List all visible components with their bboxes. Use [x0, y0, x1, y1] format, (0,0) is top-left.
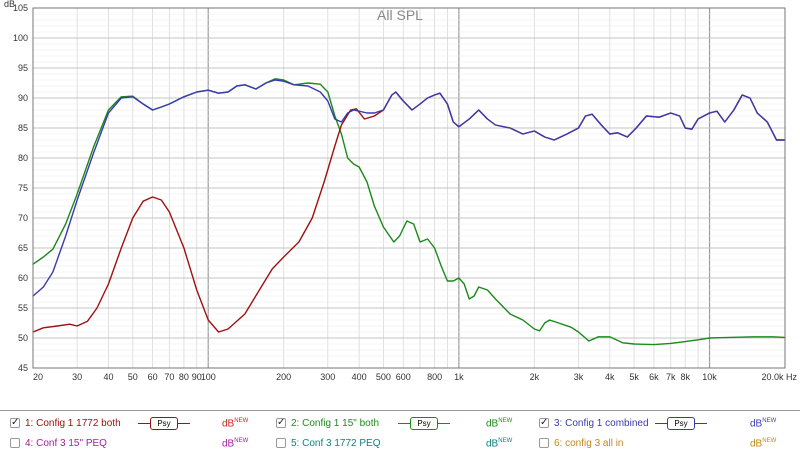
- legend-checkbox-2[interactable]: ✓: [276, 417, 286, 428]
- x-tick-label: 4k: [605, 372, 615, 382]
- y-tick-label: 60: [18, 273, 28, 283]
- x-tick-label: 40: [103, 372, 113, 382]
- x-tick-label: 20: [33, 372, 43, 382]
- x-tick-label: 20.0k Hz: [761, 372, 797, 382]
- y-tick-label: 95: [18, 63, 28, 73]
- x-tick-label: 60: [148, 372, 158, 382]
- db-new-indicator-5: dBNEW: [486, 438, 513, 450]
- y-tick-label: 85: [18, 123, 28, 133]
- x-tick-label: 10k: [702, 372, 717, 382]
- x-tick-label: 300: [320, 372, 335, 382]
- y-tick-label: 65: [18, 243, 28, 253]
- x-tick-label: 400: [352, 372, 367, 382]
- x-tick-label: 2k: [530, 372, 540, 382]
- x-tick-label: 90: [192, 372, 202, 382]
- spl-chart: All SPL dB 4550556065707580859095100105 …: [4, 0, 797, 382]
- psy-style-button-1[interactable]: Psy: [138, 416, 190, 430]
- plot-frame: [32, 7, 786, 369]
- x-tick-label: 800: [427, 372, 442, 382]
- x-tick-label: 5k: [629, 372, 639, 382]
- y-tick-label: 100: [13, 33, 28, 43]
- x-tick-label: 70: [164, 372, 174, 382]
- legend-checkbox-3[interactable]: ✓: [539, 417, 549, 428]
- series-group: [32, 78, 786, 346]
- legend-label-6: 6: config 3 all in: [554, 438, 624, 449]
- x-tick-label: 7k: [666, 372, 676, 382]
- legend-checkbox-1[interactable]: ✓: [10, 417, 20, 428]
- x-tick-label: 200: [276, 372, 291, 382]
- x-tick-label: 3k: [574, 372, 584, 382]
- series-line-3: [32, 79, 786, 297]
- x-tick-label: 50: [128, 372, 138, 382]
- legend-label-4: 4: Conf 3 15" PEQ: [25, 438, 107, 449]
- x-tick-label: 30: [72, 372, 82, 382]
- legend-label-1: 1: Config 1 1772 both: [25, 418, 121, 429]
- y-tick-label: 70: [18, 213, 28, 223]
- db-new-indicator-3: dBNEW: [750, 418, 777, 430]
- y-tick-label: 105: [13, 3, 28, 13]
- x-tick-label: 8k: [680, 372, 690, 382]
- legend-label-3: 3: Config 1 combined: [554, 418, 649, 429]
- x-tick-label: 80: [179, 372, 189, 382]
- y-tick-label: 80: [18, 153, 28, 163]
- y-tick-label: 90: [18, 93, 28, 103]
- psy-style-button-3[interactable]: Psy: [655, 416, 707, 430]
- x-tick-label: 600: [396, 372, 411, 382]
- psy-style-button-2[interactable]: Psy: [398, 416, 450, 430]
- x-tick-label: 500: [376, 372, 391, 382]
- x-tick-label: 6k: [649, 372, 659, 382]
- legend-checkbox-4[interactable]: [10, 438, 20, 448]
- db-new-indicator-1: dBNEW: [222, 418, 249, 430]
- y-tick-label: 50: [18, 333, 28, 343]
- db-new-indicator-4: dBNEW: [222, 438, 249, 450]
- y-tick-label: 45: [18, 363, 28, 373]
- y-axis-label: dB: [4, 0, 15, 9]
- y-tick-label: 75: [18, 183, 28, 193]
- legend-row-2: 4: Conf 3 15" PEQ dBNEW 5: Conf 3 1772 P…: [0, 434, 800, 454]
- x-tick-label: 100: [201, 372, 216, 382]
- legend-panel: ✓ 1: Config 1 1772 both Psy dBNEW ✓ 2: C…: [0, 410, 800, 456]
- db-new-indicator-6: dBNEW: [750, 438, 777, 450]
- grid: [32, 7, 786, 369]
- db-new-indicator-2: dBNEW: [486, 418, 513, 430]
- legend-row-1: ✓ 1: Config 1 1772 both Psy dBNEW ✓ 2: C…: [0, 414, 800, 434]
- legend-label-5: 5: Conf 3 1772 PEQ: [291, 438, 381, 449]
- legend-checkbox-6[interactable]: [539, 438, 549, 448]
- legend-label-2: 2: Config 1 15" both: [291, 418, 380, 429]
- x-tick-label: 1k: [454, 372, 464, 382]
- y-tick-labels: 45 50 55 60 65 70 75 80 85 90 95 100 105: [13, 3, 28, 373]
- chart-title: All SPL: [377, 7, 423, 23]
- legend-checkbox-5[interactable]: [276, 438, 286, 448]
- y-tick-label: 55: [18, 303, 28, 313]
